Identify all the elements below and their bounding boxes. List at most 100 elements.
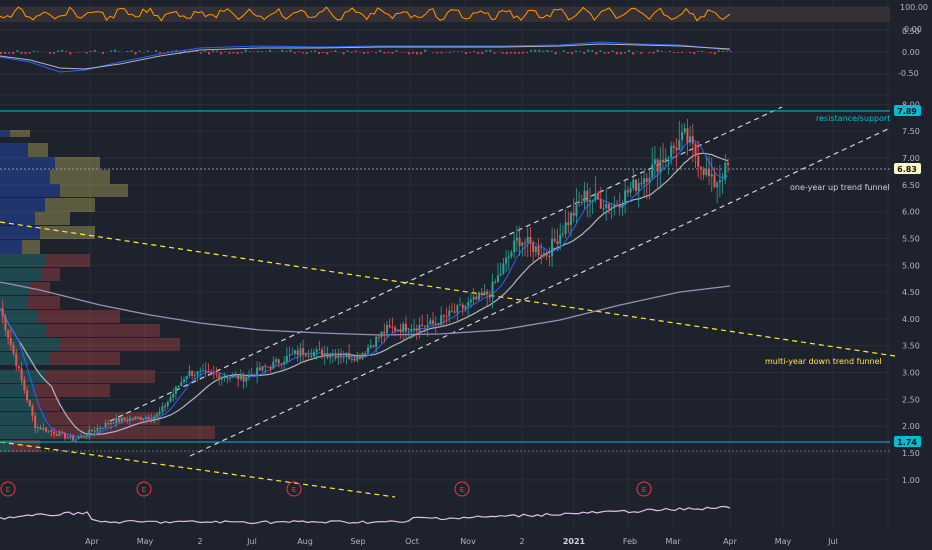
- candle-body: [515, 237, 518, 241]
- candle-body: [626, 190, 629, 193]
- macd-histogram: [0, 49, 732, 55]
- candle-body: [632, 179, 635, 189]
- macd-bar: [4, 52, 7, 54]
- candle-body: [672, 145, 675, 148]
- candle-body: [82, 435, 85, 437]
- candle-body: [283, 361, 286, 365]
- candle-body: [120, 417, 123, 422]
- candle-body: [231, 375, 234, 378]
- macd-bar: [440, 52, 443, 54]
- candle-body: [580, 202, 583, 204]
- candle-body: [634, 179, 637, 191]
- earnings-marker[interactable]: E: [0, 481, 16, 497]
- time-tick: Nov: [460, 537, 476, 546]
- macd-bar: [436, 52, 439, 54]
- volume-profile-bar-up: [0, 352, 50, 365]
- candle-body: [440, 315, 443, 326]
- candle-body: [137, 416, 140, 418]
- candle-body: [80, 435, 83, 438]
- candle-body: [478, 292, 481, 300]
- time-tick: Jul: [827, 537, 838, 546]
- earnings-marker[interactable]: E: [636, 481, 652, 497]
- candle-body: [721, 179, 724, 181]
- ma-fast-line: [0, 139, 729, 439]
- candle-body: [304, 354, 307, 356]
- volume-profile-bar-down: [10, 130, 30, 137]
- macd-bar: [632, 52, 635, 55]
- macd-bar: [24, 52, 27, 54]
- time-axis[interactable]: Apr May 2 Jul Aug Sep Oct Nov 2 2021 Feb Mar Apr May J…: [85, 537, 838, 546]
- macd-panel: 0.50 0.00 -0.50: [0, 27, 920, 78]
- volume-profile-bar-up: [0, 184, 60, 197]
- time-tick: Apr: [85, 537, 100, 546]
- candle-body: [74, 439, 77, 441]
- candle-body: [364, 353, 367, 355]
- candle-body: [570, 212, 573, 225]
- volume-indicator-line: [0, 505, 731, 525]
- candle-body: [494, 281, 497, 283]
- volume-profile-bar-up: [0, 130, 10, 137]
- macd-bar: [85, 52, 88, 54]
- candle-body: [545, 252, 548, 257]
- candle-body: [142, 418, 145, 420]
- earnings-marker[interactable]: E: [286, 481, 302, 497]
- candle-body: [31, 405, 34, 416]
- price-label-last: 6.83: [894, 163, 921, 174]
- candle-body: [429, 320, 432, 325]
- macd-bar: [725, 51, 728, 52]
- candle-body: [396, 329, 399, 331]
- candle-body: [296, 350, 299, 356]
- macd-bar: [203, 50, 206, 52]
- candle-body: [518, 237, 521, 246]
- earnings-marker[interactable]: E: [454, 481, 470, 497]
- macd-bar: [640, 52, 643, 54]
- price-tick: 8.00: [902, 100, 920, 109]
- volume-profile-bar-down: [50, 170, 110, 184]
- candle-body: [234, 375, 237, 377]
- candle-body: [288, 354, 291, 356]
- macd-bar: [709, 52, 712, 54]
- macd-bar: [575, 50, 578, 52]
- candle-body: [128, 418, 131, 421]
- candle-body: [177, 385, 180, 387]
- candle-body: [499, 273, 502, 276]
- macd-bar: [130, 50, 133, 52]
- volume-profile-bar-down: [55, 157, 100, 170]
- up-funnel-lower: [189, 127, 891, 457]
- macd-bar: [717, 50, 720, 52]
- candle-body: [69, 436, 72, 438]
- time-tick: Apr: [723, 537, 738, 546]
- candle-body: [310, 355, 313, 357]
- candle-body: [610, 207, 613, 209]
- volume-profile-bar-down: [45, 198, 95, 212]
- macd-bar: [420, 52, 423, 55]
- candle-body: [718, 179, 721, 183]
- candlesticks: [1, 118, 729, 443]
- rsi-panel: 100.00 0.00: [0, 3, 928, 34]
- macd-bar: [570, 52, 573, 55]
- macd-bar: [183, 50, 186, 52]
- candle-body: [199, 370, 202, 372]
- macd-bar: [69, 52, 72, 55]
- earnings-marker[interactable]: E: [136, 481, 152, 497]
- candle-body: [307, 355, 310, 357]
- candle-body: [158, 411, 161, 415]
- time-tick: Aug: [297, 537, 313, 546]
- candle-body: [4, 316, 7, 331]
- macd-bar: [20, 52, 23, 54]
- svg-text:E: E: [142, 486, 146, 494]
- candle-body: [664, 158, 667, 163]
- candle-body: [491, 281, 494, 298]
- macd-bar: [672, 52, 675, 53]
- macd-bar: [583, 52, 586, 54]
- volume-profile-bar-up: [0, 384, 35, 397]
- price-tick: 7.50: [902, 127, 920, 136]
- candle-body: [353, 358, 356, 361]
- price-label-support: 1.74: [894, 436, 921, 447]
- macd-bar: [154, 50, 157, 52]
- candle-body: [164, 406, 167, 408]
- macd-signal-line: [0, 43, 731, 70]
- price-axis[interactable]: 8.00 7.50 7.00 6.50 6.00 5.50 5.00 4.50 4.00 3.50…: [902, 100, 920, 484]
- macd-bar: [652, 52, 655, 54]
